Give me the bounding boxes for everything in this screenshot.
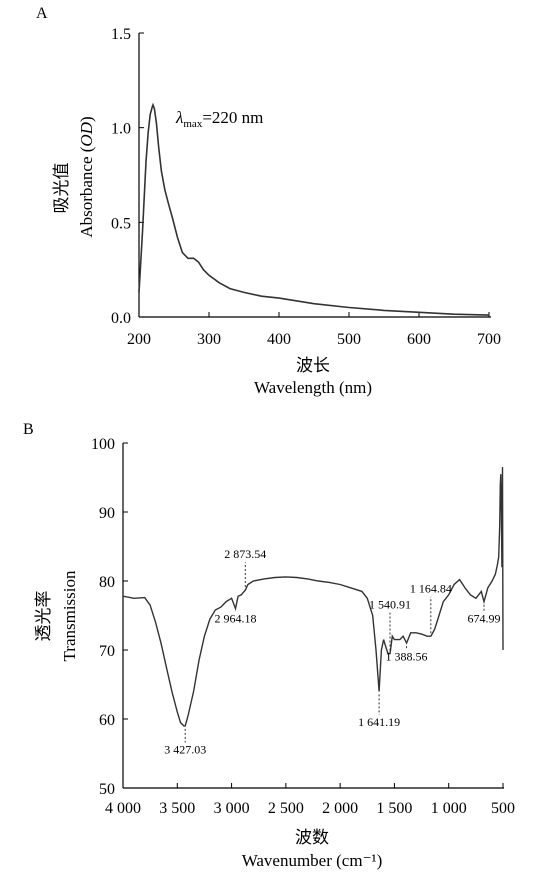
panel-a-y-tick-label: 0.0 bbox=[111, 310, 131, 327]
panel-b-xlabel: Wavenumber (cm⁻¹) bbox=[242, 851, 383, 870]
panel-b-x-tick-label: 1 000 bbox=[431, 800, 467, 817]
panel-b-ylabel-cn: 透光率 bbox=[34, 591, 54, 642]
ylabel-suffix: ) bbox=[77, 116, 96, 122]
panel-a-y-tick-label: 1.5 bbox=[111, 26, 131, 43]
panel-b-x-tick-label: 2 000 bbox=[322, 800, 358, 817]
panel-a-y-ticks: 0.0 0.5 1.0 1.5 bbox=[111, 26, 144, 327]
peak-label: 1 540.91 bbox=[369, 598, 411, 612]
panel-b-x-tick-label: 3 500 bbox=[159, 800, 195, 817]
panel-a-ylabel-cn: 吸光值 bbox=[52, 163, 72, 214]
panel-b-y-tick-label: 70 bbox=[99, 643, 115, 660]
panel-b-x-tick-label: 2 500 bbox=[268, 800, 304, 817]
panel-a-x-tick-label: 300 bbox=[197, 331, 221, 348]
lambda-symbol: λ bbox=[175, 108, 183, 127]
peak-label: 2 964.18 bbox=[214, 611, 256, 625]
panel-a-x-tick-label: 600 bbox=[407, 331, 431, 348]
panel-a-label: A bbox=[36, 5, 48, 22]
panel-a-xlabel: Wavelength (nm) bbox=[254, 378, 372, 397]
peak-label: 1 388.56 bbox=[386, 649, 428, 663]
panel-b-y-tick-label: 60 bbox=[99, 712, 115, 729]
panel-a-y-tick-label: 0.5 bbox=[111, 215, 131, 232]
panel-a-y-tick-label: 1.0 bbox=[111, 121, 131, 138]
peak-label: 1 641.19 bbox=[358, 715, 400, 729]
lambda-value: =220 nm bbox=[202, 108, 263, 127]
panel-a: A 200 300 400 500 600 700 0.0 0.5 1.0 1.5 λmax=2… bbox=[36, 5, 501, 397]
panel-b-y-tick-label: 80 bbox=[99, 574, 115, 591]
panel-b-x-ticks: 4 000 3 500 3 000 2 500 2 000 1 500 1 000 500 bbox=[105, 783, 515, 817]
panel-b-label: B bbox=[23, 421, 34, 438]
panel-b-axes bbox=[122, 443, 504, 789]
panel-b-x-tick-label: 500 bbox=[491, 800, 515, 817]
panel-a-x-tick-label: 500 bbox=[337, 331, 361, 348]
panel-b-ylabel: Transmission bbox=[60, 570, 79, 662]
panel-b: B 4 000 3 500 3 000 2 500 2 000 1 500 1 000 500… bbox=[23, 421, 515, 870]
panel-b-x-tick-label: 4 000 bbox=[105, 800, 141, 817]
peak-label: 674.99 bbox=[468, 611, 501, 625]
panel-a-x-tick-label: 700 bbox=[477, 331, 501, 348]
panel-b-y-tick-label: 90 bbox=[99, 505, 115, 522]
panel-b-y-tick-label: 100 bbox=[91, 436, 115, 453]
panel-a-x-ticks: 200 300 400 500 600 700 bbox=[127, 312, 501, 348]
panel-b-transmission-line bbox=[122, 467, 504, 727]
panel-b-xlabel-cn: 波数 bbox=[295, 828, 329, 848]
peak-label: 2 873.54 bbox=[224, 547, 266, 561]
panel-b-y-tick-label: 50 bbox=[99, 781, 115, 798]
ylabel-prefix: Absorbance ( bbox=[77, 146, 96, 237]
panel-a-absorbance-line bbox=[138, 102, 490, 316]
panel-a-x-tick-label: 200 bbox=[127, 331, 151, 348]
ylabel-od: OD bbox=[77, 121, 96, 146]
panel-b-x-tick-label: 3 000 bbox=[214, 800, 250, 817]
panel-a-xlabel-cn: 波长 bbox=[296, 356, 330, 376]
panel-b-y-ticks: 50 60 70 80 90 100 bbox=[91, 436, 128, 798]
panel-a-axes bbox=[138, 33, 491, 318]
lambda-subscript: max bbox=[183, 118, 202, 130]
panel-a-lambda-annotation: λmax=220 nm bbox=[175, 108, 263, 130]
panel-a-ylabel: Absorbance (OD) bbox=[77, 116, 96, 237]
panel-b-peak-annotations: 3 427.03 2 964.18 2 873.54 1 641.19 1 540.91… bbox=[164, 547, 500, 756]
peak-label: 3 427.03 bbox=[164, 743, 206, 757]
peak-label: 1 164.84 bbox=[410, 582, 452, 596]
panel-b-x-tick-label: 1 500 bbox=[376, 800, 412, 817]
panel-a-x-tick-label: 400 bbox=[267, 331, 291, 348]
